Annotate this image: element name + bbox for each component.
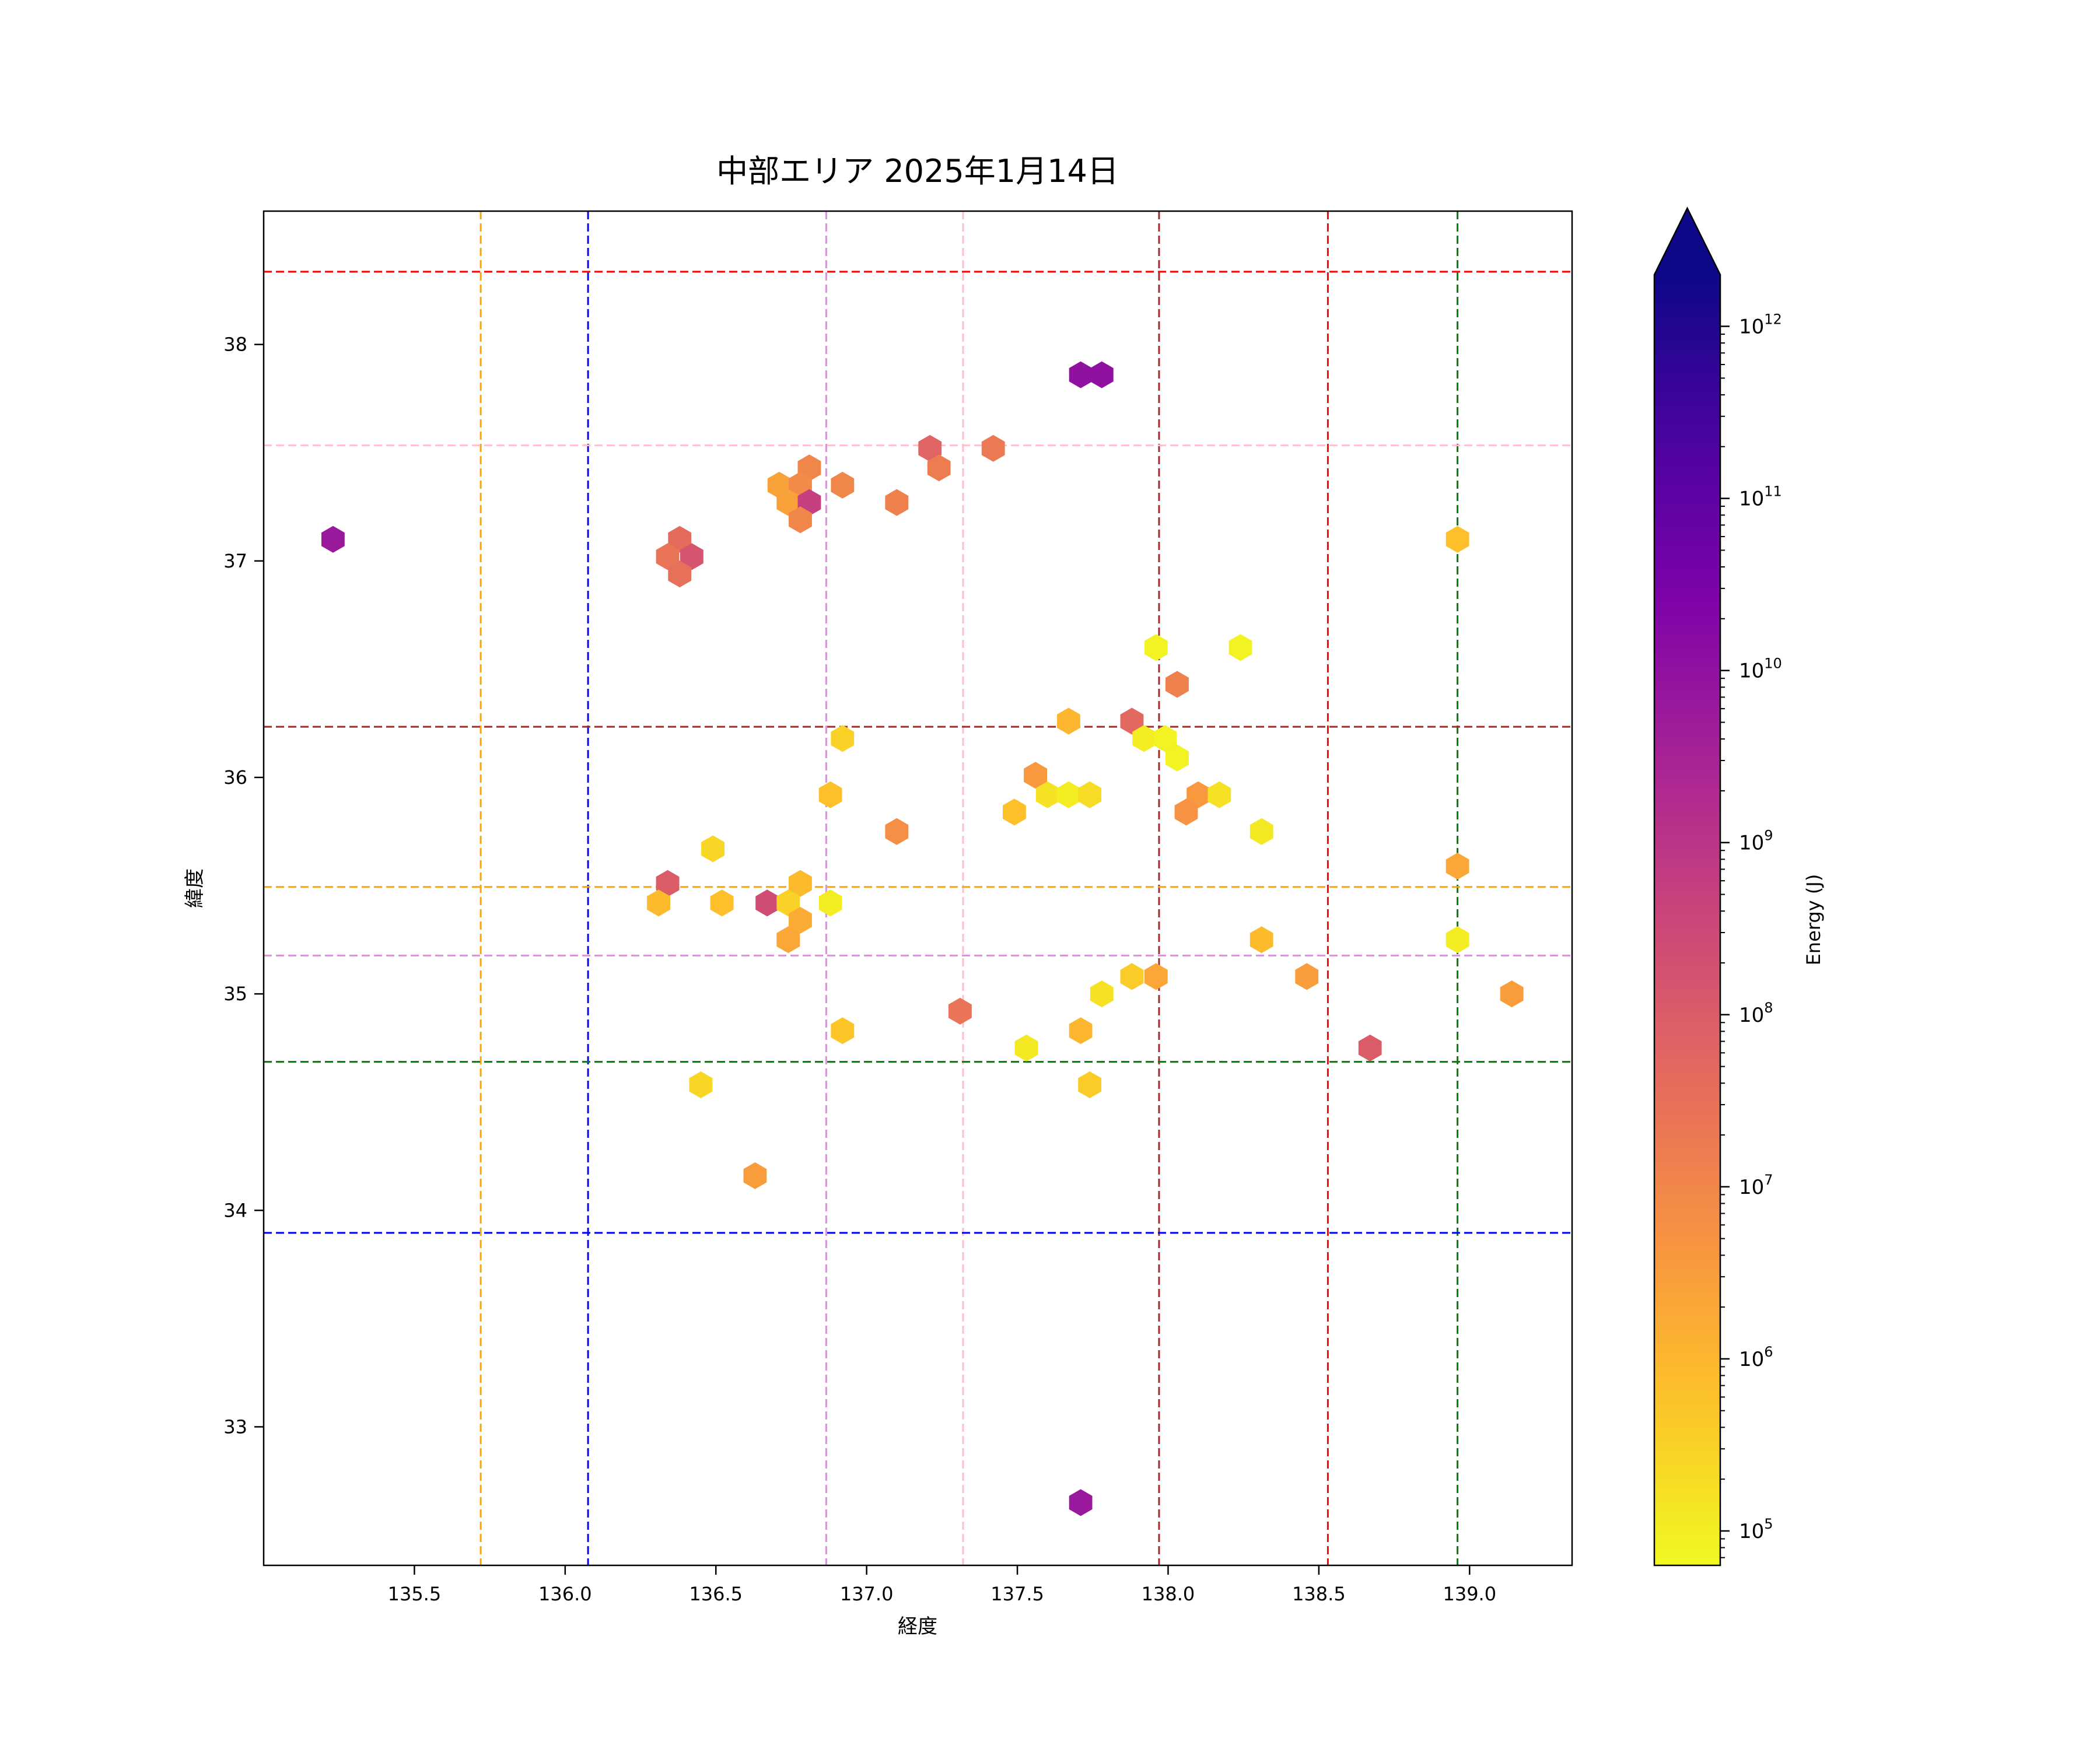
hexbin-cell [1120, 963, 1144, 990]
hexbin-cell [1035, 781, 1059, 808]
x-tick-label: 137.5 [991, 1583, 1044, 1605]
y-tick-label: 35 [223, 983, 247, 1005]
hexbin-cell [1090, 980, 1114, 1008]
hexbin-cell [1153, 725, 1177, 752]
hexbin-cell [1024, 762, 1047, 789]
hexbin-cell [710, 889, 734, 917]
hexbin-cell [1014, 1034, 1038, 1061]
hexbin-cell [743, 1162, 767, 1189]
x-axis: 135.5 136.0 136.5 137.0 137.5 138.0 138.5 139.0 [388, 1565, 1496, 1605]
hexbin-cell [1120, 707, 1144, 735]
hexbin-cell [1186, 781, 1210, 808]
hexbin-cell [668, 560, 692, 588]
hexbin-cell [1250, 926, 1273, 954]
hexbin-cell [680, 543, 704, 570]
hexbin-cell [818, 889, 842, 917]
hexbin-cell [1069, 1489, 1093, 1516]
hexbin-cell [831, 1017, 855, 1045]
hexbin-cell [1208, 781, 1231, 808]
colorbar-tick-label: 1010 [1739, 656, 1782, 683]
hexbin-cell [1174, 798, 1198, 826]
hexbin-cell [1057, 707, 1080, 735]
hexbin-cell [918, 435, 942, 462]
colorbar-tick-label: 1012 [1739, 311, 1782, 339]
hexbin-cell [656, 870, 680, 897]
x-tick-label: 139.0 [1443, 1583, 1496, 1605]
y-tick-label: 37 [223, 550, 247, 572]
hexbin-cell [1446, 926, 1469, 954]
hexbin-cell [689, 1071, 713, 1098]
reference-lines [264, 211, 1572, 1565]
hexbin-cell [656, 543, 680, 570]
hexbin-cell [1166, 671, 1189, 698]
hexbin-cell [885, 818, 909, 845]
hexbin-cell [776, 926, 800, 954]
colorbar-gradient [1654, 275, 1720, 1565]
x-tick-label: 136.0 [538, 1583, 592, 1605]
colorbar-extend-arrow [1654, 208, 1720, 275]
hexbin-cell [831, 471, 855, 499]
hexbin-cell [755, 889, 779, 917]
hexbin-cell [1358, 1034, 1382, 1061]
hexbin-cell [1078, 781, 1101, 808]
x-tick-label: 135.5 [388, 1583, 442, 1605]
hexbin-cell [1144, 963, 1168, 990]
y-tick-label: 36 [223, 766, 247, 789]
hexbin-cell [789, 906, 812, 934]
chart-title: 中部エリア 2025年1月14日 [716, 153, 1119, 190]
hexbin-cell [789, 506, 812, 534]
hexbin-cell [1057, 781, 1080, 808]
hexbin-cell [1003, 798, 1026, 826]
y-tick-label: 38 [223, 334, 247, 356]
hexbin-cell [776, 889, 800, 917]
hexbin-cell [701, 835, 724, 863]
hexbin-cell [1500, 980, 1524, 1008]
hexbin-cell [1144, 634, 1168, 661]
hexbin-cell [927, 454, 951, 482]
hexbin-cell [647, 889, 670, 917]
hexbin-cell [668, 525, 692, 553]
x-tick-label: 138.5 [1292, 1583, 1346, 1605]
hexbin-cell [1078, 1071, 1101, 1098]
x-tick-label: 138.0 [1142, 1583, 1195, 1605]
colorbar-tick-label: 107 [1739, 1172, 1773, 1199]
hexbin-cell [981, 435, 1005, 462]
hexbin-cell [885, 489, 909, 516]
hexbin-cell [321, 525, 345, 553]
hexbin-cell [1228, 634, 1252, 661]
hexbin-cell [1069, 1017, 1093, 1045]
x-axis-label: 経度 [898, 1615, 937, 1638]
hexbin-cell [789, 870, 812, 897]
y-axis-label: 緯度 [183, 868, 206, 908]
colorbar-tick-label: 106 [1739, 1344, 1773, 1371]
hexbin-cell [1446, 853, 1469, 880]
hexbin-cell [1069, 361, 1093, 388]
colorbar-outline [1653, 206, 1721, 1567]
hexbin-cell [1090, 361, 1114, 388]
hexbin-cell [776, 489, 800, 516]
hexbin-cell [1250, 818, 1273, 845]
hexbin-cell [1446, 525, 1469, 553]
hexbin-cells [321, 361, 1524, 1516]
hexbin-cell [948, 997, 972, 1025]
y-axis: 33 34 35 36 37 38 [223, 334, 264, 1438]
x-tick-label: 137.0 [840, 1583, 894, 1605]
y-tick-label: 34 [223, 1199, 247, 1221]
hexbin-cell [818, 781, 842, 808]
hexbin-cell [1295, 963, 1319, 990]
hexbin-cell [831, 725, 855, 752]
plot-frame [262, 210, 1573, 1567]
hexbin-cell [1132, 725, 1156, 752]
hexbin-cell [1166, 744, 1189, 772]
colorbar-label: Energy (J) [1803, 874, 1825, 966]
y-tick-label: 33 [223, 1415, 247, 1438]
x-tick-label: 136.5 [689, 1583, 743, 1605]
